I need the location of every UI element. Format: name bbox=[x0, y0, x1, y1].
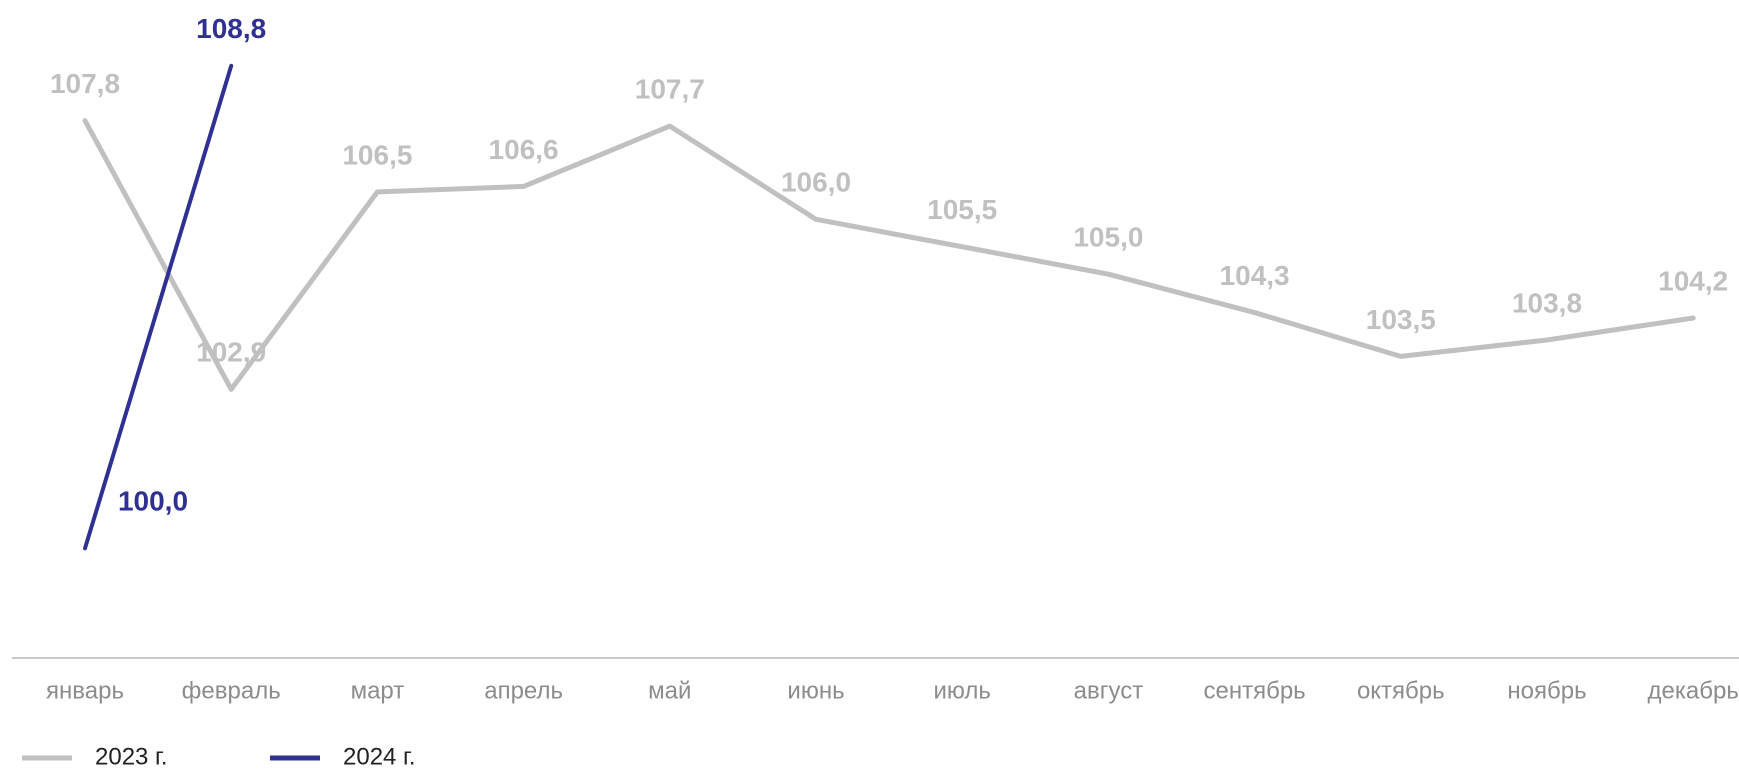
data-label: 107,7 bbox=[635, 74, 705, 105]
data-label: 104,2 bbox=[1658, 265, 1728, 296]
data-label: 106,6 bbox=[489, 134, 559, 165]
x-tick-label: октябрь bbox=[1357, 677, 1445, 704]
x-tick-label: январь bbox=[46, 677, 124, 704]
series-line bbox=[83, 63, 234, 551]
data-label: 104,3 bbox=[1220, 260, 1290, 291]
series-line bbox=[82, 118, 1696, 392]
x-tick-label: сентябрь bbox=[1204, 677, 1306, 704]
legend-label: 2023 г. bbox=[95, 743, 168, 770]
data-label: 105,0 bbox=[1073, 222, 1143, 253]
x-tick-label: ноябрь bbox=[1507, 677, 1586, 704]
x-tick-label: февраль bbox=[182, 677, 281, 704]
legend-label: 2024 г. bbox=[343, 743, 416, 770]
x-tick-label: май bbox=[648, 677, 691, 704]
x-tick-label: март bbox=[351, 677, 405, 704]
data-label: 102,9 bbox=[196, 337, 266, 368]
data-label: 108,8 bbox=[196, 13, 266, 44]
x-tick-label: август bbox=[1074, 677, 1144, 704]
data-label: 105,5 bbox=[927, 194, 997, 225]
x-tick-label: июль bbox=[934, 677, 991, 704]
x-tick-label: декабрь bbox=[1648, 677, 1739, 704]
data-label: 106,0 bbox=[781, 167, 851, 198]
data-label: 100,0 bbox=[118, 486, 188, 517]
x-tick-label: июнь bbox=[787, 677, 844, 704]
data-label: 107,8 bbox=[50, 68, 120, 99]
data-label: 106,5 bbox=[342, 139, 412, 170]
data-label: 103,5 bbox=[1366, 304, 1436, 335]
x-tick-label: апрель bbox=[484, 677, 563, 704]
data-label: 103,8 bbox=[1512, 287, 1582, 318]
